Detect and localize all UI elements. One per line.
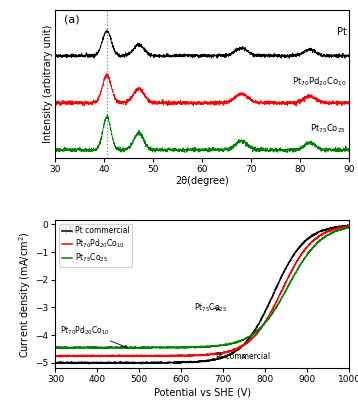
Text: $\mathregular{Pt_{75}Co_{25}}$: $\mathregular{Pt_{75}Co_{25}}$ [310, 123, 347, 136]
Text: (a): (a) [64, 15, 80, 24]
X-axis label: 2θ(degree): 2θ(degree) [175, 175, 229, 186]
Text: $\mathregular{Pt_{70}Pd_{20}Co_{10}}$: $\mathregular{Pt_{70}Pd_{20}Co_{10}}$ [60, 325, 127, 348]
Text: $\mathregular{Pt_{70}Pd_{20}Co_{10}}$: $\mathregular{Pt_{70}Pd_{20}Co_{10}}$ [292, 76, 347, 88]
Text: $\mathregular{Pt_{75}Co_{25}}$: $\mathregular{Pt_{75}Co_{25}}$ [194, 301, 227, 314]
Text: (b): (b) [64, 225, 80, 235]
Text: Pt: Pt [337, 27, 347, 37]
Text: Pt-commercial: Pt-commercial [215, 352, 270, 361]
Y-axis label: Intensity (arbitrary unit): Intensity (arbitrary unit) [43, 25, 53, 143]
X-axis label: Potential vs SHE (V): Potential vs SHE (V) [154, 387, 251, 397]
Y-axis label: Current density (mA/cm$^2$): Current density (mA/cm$^2$) [17, 231, 33, 358]
Legend: Pt commercial, $\mathregular{Pt_{70}Pd_{20}Co_{10}}$, $\mathregular{Pt_{75}Co_{2: Pt commercial, $\mathregular{Pt_{70}Pd_{… [59, 224, 132, 267]
